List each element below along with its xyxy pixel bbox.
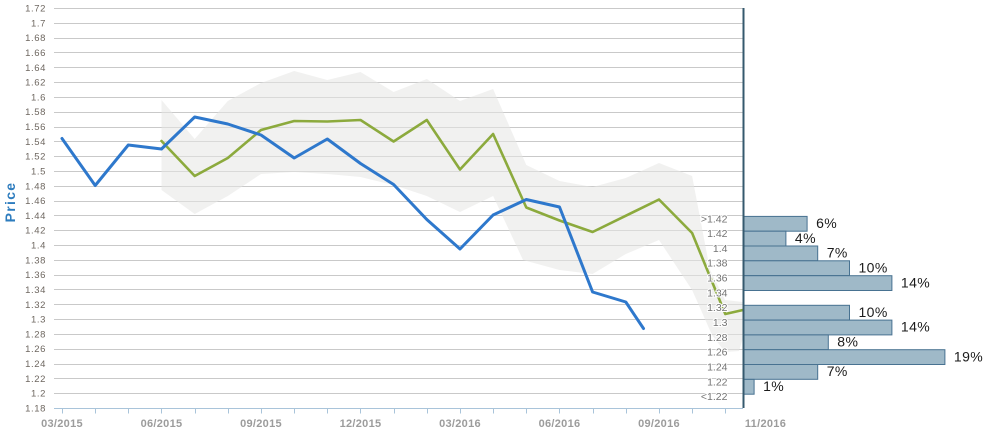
- svg-text:10%: 10%: [859, 304, 888, 320]
- svg-text:03/2016: 03/2016: [439, 418, 481, 430]
- svg-text:Price: Price: [2, 182, 18, 223]
- svg-text:1.5: 1.5: [31, 167, 46, 178]
- svg-text:1.7: 1.7: [31, 18, 46, 29]
- svg-text:1.54: 1.54: [25, 137, 46, 148]
- svg-text:12/2015: 12/2015: [340, 418, 382, 430]
- svg-text:1.32: 1.32: [25, 300, 46, 311]
- svg-text:7%: 7%: [827, 363, 848, 379]
- svg-text:1.6: 1.6: [31, 92, 46, 103]
- svg-text:8%: 8%: [837, 334, 858, 350]
- svg-text:6%: 6%: [816, 215, 837, 231]
- svg-text:1.64: 1.64: [25, 63, 46, 74]
- svg-text:>1.42: >1.42: [701, 213, 728, 225]
- svg-text:1.22: 1.22: [707, 376, 728, 388]
- svg-text:1.3: 1.3: [31, 315, 46, 326]
- svg-text:1.2: 1.2: [31, 389, 46, 400]
- svg-text:<1.22: <1.22: [701, 391, 728, 403]
- svg-text:1.46: 1.46: [25, 196, 46, 207]
- svg-text:09/2016: 09/2016: [638, 418, 680, 430]
- svg-text:1.42: 1.42: [25, 226, 46, 237]
- svg-text:1.28: 1.28: [707, 332, 728, 344]
- svg-text:4%: 4%: [795, 230, 816, 246]
- svg-text:1.32: 1.32: [707, 302, 728, 314]
- svg-text:10%: 10%: [859, 260, 888, 276]
- svg-text:19%: 19%: [954, 348, 983, 364]
- svg-text:1.28: 1.28: [25, 329, 46, 340]
- svg-text:1.22: 1.22: [25, 374, 46, 385]
- svg-text:1.24: 1.24: [707, 361, 728, 373]
- svg-text:1.34: 1.34: [707, 287, 728, 299]
- svg-text:1.4: 1.4: [713, 243, 728, 255]
- svg-text:1.38: 1.38: [707, 258, 728, 270]
- svg-text:1.24: 1.24: [25, 359, 46, 370]
- svg-text:1.34: 1.34: [25, 285, 46, 296]
- svg-text:1.3: 1.3: [713, 317, 728, 329]
- svg-text:1.72: 1.72: [25, 4, 46, 15]
- svg-text:1%: 1%: [763, 378, 784, 394]
- svg-text:1.52: 1.52: [25, 152, 46, 163]
- svg-text:1.68: 1.68: [25, 33, 46, 44]
- svg-text:06/2015: 06/2015: [141, 418, 183, 430]
- svg-text:1.44: 1.44: [25, 211, 46, 222]
- svg-text:1.26: 1.26: [707, 347, 728, 359]
- svg-text:1.26: 1.26: [25, 344, 46, 355]
- svg-text:11/2016: 11/2016: [745, 418, 786, 430]
- svg-text:1.66: 1.66: [25, 48, 46, 59]
- svg-text:1.4: 1.4: [31, 241, 46, 252]
- svg-text:7%: 7%: [827, 245, 848, 261]
- svg-text:06/2016: 06/2016: [539, 418, 581, 430]
- svg-text:1.56: 1.56: [25, 122, 46, 133]
- svg-text:1.38: 1.38: [25, 255, 46, 266]
- svg-text:1.58: 1.58: [25, 107, 46, 118]
- svg-text:1.62: 1.62: [25, 78, 46, 89]
- svg-text:09/2015: 09/2015: [240, 418, 282, 430]
- svg-text:1.48: 1.48: [25, 181, 46, 192]
- svg-text:1.42: 1.42: [707, 228, 728, 240]
- svg-text:03/2015: 03/2015: [41, 418, 83, 430]
- svg-text:14%: 14%: [901, 274, 930, 290]
- svg-text:1.36: 1.36: [25, 270, 46, 281]
- svg-text:1.36: 1.36: [707, 273, 728, 285]
- svg-text:1.18: 1.18: [25, 404, 46, 415]
- svg-text:14%: 14%: [901, 319, 930, 335]
